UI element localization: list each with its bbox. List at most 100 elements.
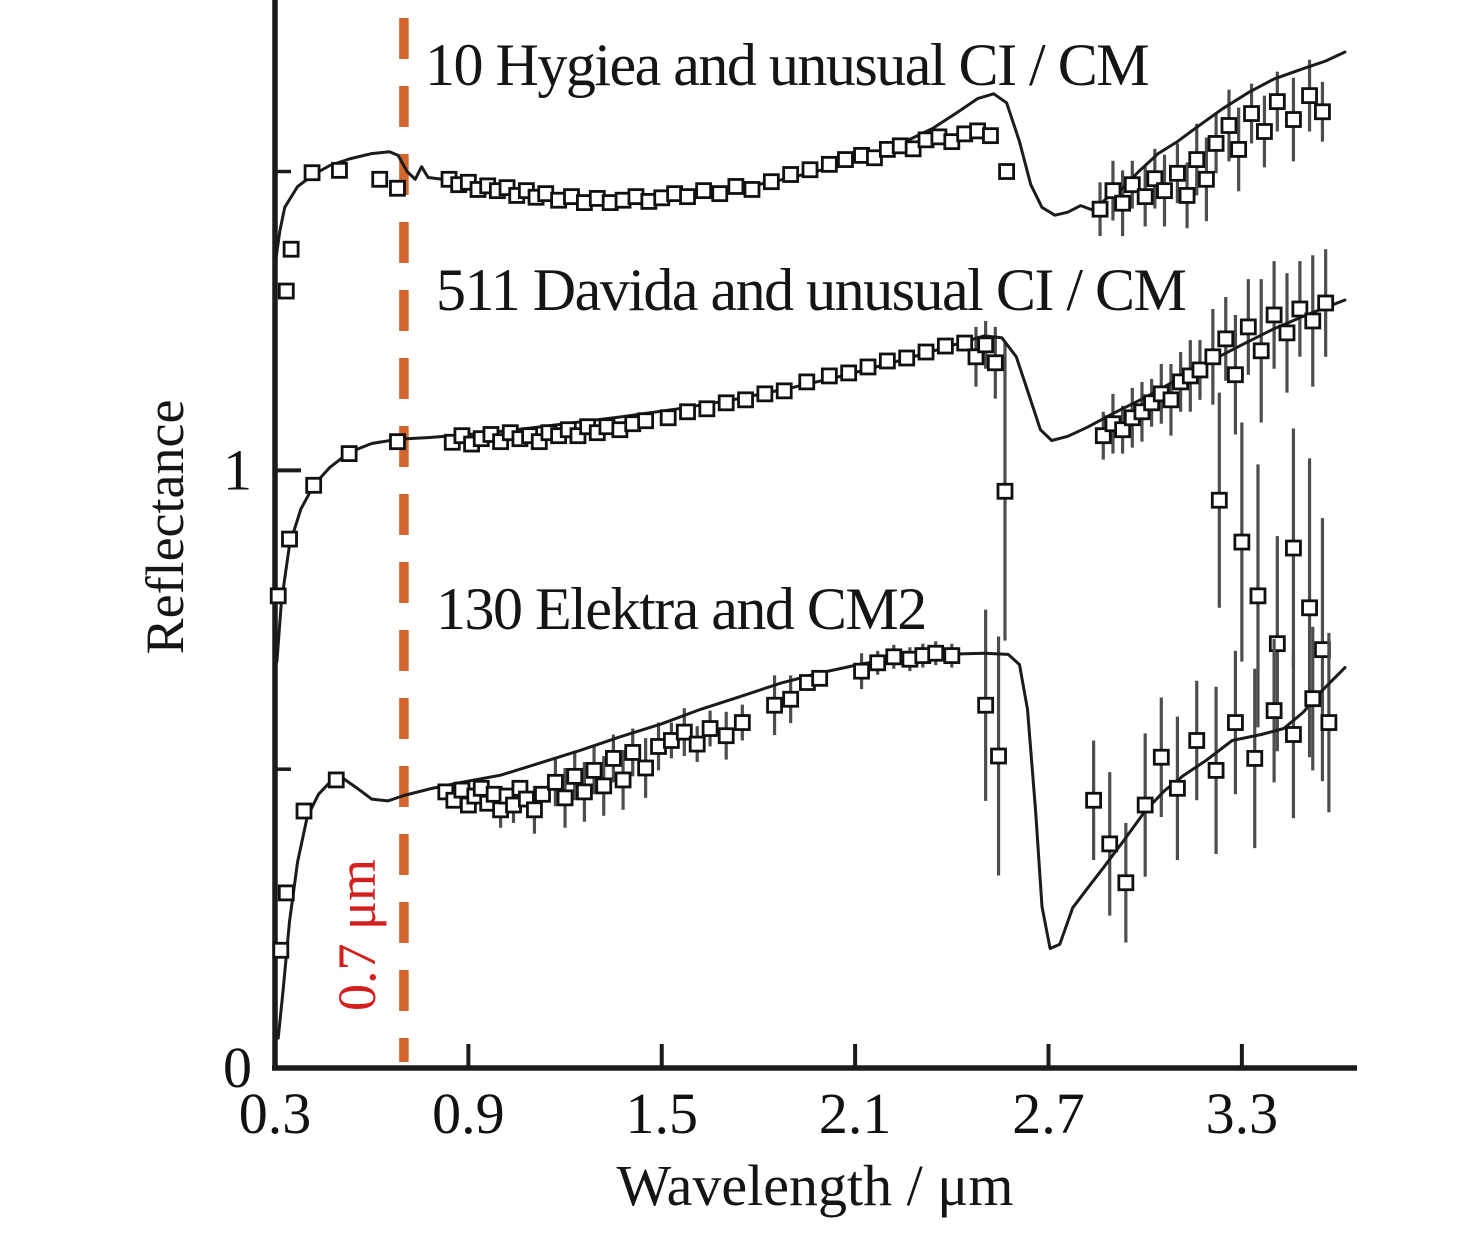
- davida-data-point: [1278, 324, 1296, 342]
- hygiea-data-point: [1091, 200, 1109, 218]
- hygiea-data-point: [303, 164, 321, 182]
- hygiea-data-point: [1123, 176, 1141, 194]
- elektra-data-point: [869, 654, 887, 672]
- hygiea-data-point: [1156, 182, 1173, 200]
- elektra-data-point: [990, 747, 1007, 765]
- elektra-data-point: [566, 767, 584, 785]
- elektra-data-point: [1136, 796, 1154, 814]
- davida-data-point: [936, 337, 954, 355]
- x-tick-label-0.9: 0.9: [432, 1081, 505, 1146]
- hygiea-data-point: [1169, 164, 1186, 182]
- x-tick-label-2.7: 2.7: [1012, 1081, 1085, 1146]
- hygiea-data-point: [1178, 187, 1196, 204]
- hygiea-data-point: [801, 161, 819, 179]
- elektra-data-point: [1304, 690, 1322, 708]
- elektra-data-point: [1085, 791, 1103, 809]
- elektra-data-point: [1207, 761, 1225, 779]
- davida-data-point: [1210, 491, 1228, 509]
- elektra-data-point: [1227, 714, 1244, 731]
- elektra-data-point: [977, 696, 995, 714]
- davida-data-point: [1094, 427, 1112, 445]
- elektra-data-point: [853, 662, 870, 680]
- davida-data-point: [820, 367, 838, 385]
- elektra-data-point: [585, 761, 603, 779]
- elektra-data-point: [1101, 835, 1119, 853]
- davida-data-point: [798, 373, 816, 391]
- hygiea-data-point: [982, 127, 999, 145]
- hygiea-data-point: [371, 170, 389, 188]
- elektra-data-point: [534, 785, 551, 803]
- davida-data-point: [756, 385, 774, 403]
- elektra-data-point: [688, 735, 706, 753]
- davida-data-point: [956, 334, 974, 352]
- hygiea-data-point: [1198, 170, 1215, 188]
- elektra-data-point: [546, 773, 564, 791]
- hygiea-data-point: [1188, 151, 1206, 168]
- hygiea-data-point: [727, 178, 745, 195]
- elektra-data-point: [885, 648, 903, 666]
- davida-data-point: [1239, 318, 1257, 336]
- series-label-davida: 511 Davida and unusual CI / CM: [436, 257, 1187, 323]
- elektra-data-point: [624, 744, 642, 761]
- davida-data-point: [986, 354, 1004, 372]
- hygiea-data-point: [1136, 188, 1154, 206]
- davida-data-point: [1301, 599, 1318, 617]
- elektra-data-point: [782, 690, 800, 708]
- hygiea-data-point: [389, 179, 406, 197]
- elektra-data-point: [701, 720, 719, 737]
- davida-data-point: [340, 445, 358, 463]
- series-label-elektra: 130 Elektra and CM2: [436, 576, 927, 642]
- elektra-model-curve: [276, 651, 1347, 1040]
- davida-data-point: [996, 482, 1014, 500]
- elektra-data-point: [575, 783, 593, 801]
- davida-data-point: [1233, 533, 1251, 551]
- hygiea-data-point: [1207, 135, 1225, 152]
- davida-data-point: [840, 364, 858, 382]
- elektra-data-point: [733, 714, 751, 731]
- davida-data-point: [898, 349, 916, 367]
- hygiea-data-point: [1114, 194, 1132, 212]
- hygiea-data-point: [282, 240, 300, 258]
- davida-data-point: [1191, 361, 1209, 379]
- elektra-data-point: [295, 802, 313, 820]
- elektra-data-point: [637, 759, 655, 777]
- hygiea-data-point: [762, 173, 780, 191]
- elektra-data-point: [1265, 702, 1283, 720]
- davida-data-point: [717, 394, 735, 412]
- hygiea-data-point: [998, 163, 1015, 180]
- elektra-data-point: [943, 647, 961, 665]
- davida-data-point: [859, 358, 877, 376]
- hygiea-series: [274, 50, 1347, 300]
- elektra-data-point: [927, 644, 945, 662]
- hygiea-data-point: [1146, 170, 1164, 188]
- davida-data-point: [1227, 366, 1244, 384]
- hygiea-data-point: [695, 182, 713, 200]
- hygiea-data-point: [1104, 182, 1122, 200]
- elektra-data-point: [717, 727, 735, 745]
- hygiea-data-point: [1230, 141, 1248, 158]
- annotation-0-7um-label: 0.7 μm: [327, 859, 387, 1011]
- hygiea-data-point: [711, 185, 729, 203]
- davida-data-point: [1252, 342, 1270, 360]
- elektra-data-point: [1285, 726, 1302, 743]
- hygiea-data-point: [904, 140, 922, 158]
- elektra-data-point: [1188, 732, 1206, 749]
- hygiea-data-point: [1243, 105, 1260, 122]
- elektra-data-point: [1117, 874, 1135, 892]
- davida-data-point: [1162, 391, 1180, 409]
- elektra-series: [272, 609, 1347, 1040]
- x-tick-label-1.5: 1.5: [625, 1081, 698, 1146]
- davida-data-point: [659, 409, 677, 427]
- hygiea-data-point: [1256, 123, 1273, 140]
- davida-series: [269, 249, 1347, 782]
- hygiea-data-point: [820, 155, 838, 173]
- davida-data-point: [1268, 635, 1286, 653]
- elektra-data-point: [595, 777, 613, 795]
- elektra-data-point: [811, 669, 829, 687]
- davida-data-point: [1291, 300, 1309, 318]
- x-tick-label-2.1: 2.1: [819, 1081, 892, 1146]
- davida-data-point: [1249, 587, 1267, 605]
- hygiea-data-point: [1268, 93, 1286, 111]
- hygiea-data-point: [782, 166, 800, 183]
- elektra-data-point: [277, 884, 295, 902]
